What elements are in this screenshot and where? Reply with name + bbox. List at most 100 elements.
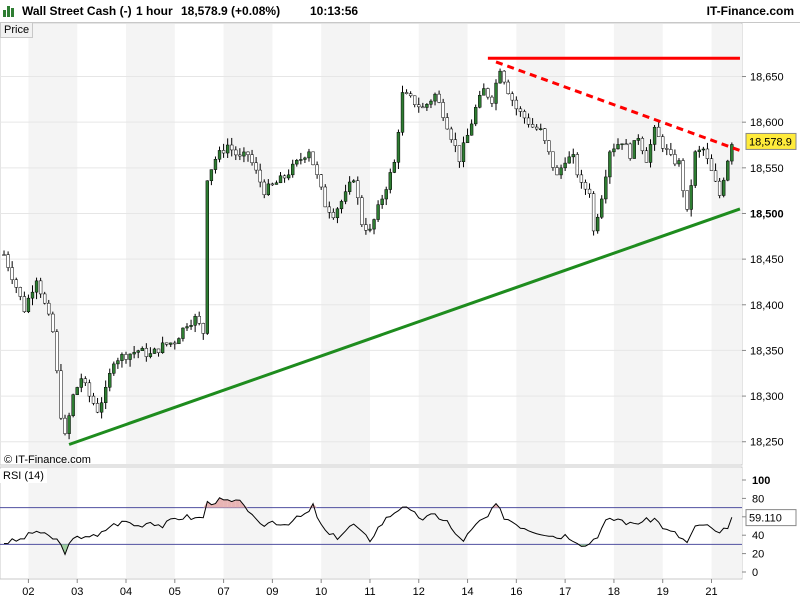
last-price-label: 18,578.9	[749, 136, 792, 148]
candle-body	[343, 191, 348, 202]
candle-body	[697, 149, 701, 153]
candle-body	[63, 417, 67, 434]
candle-body	[482, 88, 486, 96]
candle-body	[612, 148, 616, 153]
candle-body	[43, 293, 47, 304]
watermark: © IT-Finance.com	[4, 454, 91, 466]
candle-body	[266, 183, 270, 195]
candle-body	[693, 151, 697, 186]
candle-body	[433, 93, 437, 102]
candle-body	[104, 386, 108, 403]
rsi-overbought-fill	[231, 499, 236, 508]
chart-header: Wall Street Cash (-) 1 hour 18,578.9 (+0…	[0, 0, 800, 23]
candle-body	[425, 104, 429, 108]
rsi-panel-label: RSI (14)	[0, 469, 47, 483]
candle-body	[522, 111, 527, 119]
candle-body	[91, 395, 96, 404]
candle-body	[449, 128, 453, 140]
candle-body	[494, 82, 498, 104]
candle-body	[132, 352, 136, 355]
x-tick-label: 14	[461, 586, 473, 598]
candle-body	[555, 167, 559, 176]
candle-body	[299, 159, 303, 161]
candle-body	[604, 176, 608, 200]
rsi-tick-label: 100	[752, 475, 770, 487]
candle-body	[213, 158, 218, 170]
candle-body	[620, 143, 624, 146]
candle-body	[502, 70, 506, 83]
resistance-descending-line	[495, 60, 741, 152]
candle-body	[164, 342, 169, 345]
candle-body	[559, 167, 563, 176]
candle-body	[323, 186, 327, 208]
x-tick-label: 10	[315, 586, 327, 598]
candle-body	[543, 128, 547, 141]
brand-name[interactable]: IT-Finance.com	[706, 4, 794, 18]
candle-body	[189, 324, 193, 327]
day-shade	[711, 24, 742, 464]
candle-body	[669, 149, 673, 155]
candle-body	[640, 138, 645, 152]
candle-body	[490, 96, 494, 104]
candle-body	[717, 180, 722, 196]
candle-body	[201, 323, 205, 334]
rsi-overbought-fill	[235, 499, 240, 508]
rsi-overbought-fill	[227, 499, 232, 508]
day-shade	[613, 468, 663, 578]
candle-body	[286, 174, 291, 179]
candle-body	[156, 348, 161, 353]
candle-body	[595, 216, 600, 232]
candle-body	[705, 148, 710, 159]
x-tick-label: 03	[71, 586, 83, 598]
candle-body	[506, 81, 510, 95]
candle-body	[347, 181, 352, 192]
candle-body	[539, 128, 543, 130]
day-shade	[516, 468, 566, 578]
candle-body	[709, 158, 714, 171]
candle-body	[652, 126, 657, 145]
candle-body	[108, 373, 112, 388]
candle-body	[136, 350, 140, 353]
candle-body	[408, 93, 413, 97]
day-shade	[418, 24, 468, 464]
instrument-name: Wall Street Cash (-)	[22, 4, 132, 18]
x-tick-label: 04	[120, 586, 132, 598]
candle-body	[474, 107, 478, 125]
last-rsi-label: 59.110	[749, 513, 782, 525]
price-tick-label: 18,650	[750, 72, 784, 84]
candle-body	[221, 150, 226, 154]
bar-chart-logo-icon	[3, 6, 14, 17]
candle-body	[685, 190, 689, 210]
candle-body	[384, 189, 388, 200]
candle-body	[579, 174, 584, 183]
last-price-tag	[745, 132, 797, 150]
price-tick-label: 18,350	[750, 345, 784, 357]
candle-body	[181, 327, 185, 339]
candle-body	[18, 287, 22, 297]
candle-body	[99, 402, 104, 413]
candle-body	[152, 348, 157, 354]
candle-body	[14, 279, 18, 288]
candle-body	[112, 363, 116, 374]
day-shade	[126, 24, 175, 464]
x-tick-label: 02	[22, 586, 34, 598]
candle-body	[457, 145, 462, 162]
rsi-line	[4, 497, 733, 556]
candle-body	[673, 154, 677, 165]
candle-body	[10, 267, 14, 280]
candle-body	[514, 99, 519, 110]
day-shade	[321, 468, 370, 578]
candle-body	[648, 144, 653, 163]
candle-body	[295, 159, 299, 165]
candle-body	[661, 136, 665, 149]
timeframe-label[interactable]: 1 hour	[136, 4, 173, 18]
price-tick-label: 18,550	[750, 163, 784, 175]
candle-body	[128, 353, 132, 360]
candle-body	[730, 144, 734, 162]
candle-body	[644, 150, 649, 163]
candle-body	[30, 291, 35, 299]
candle-body	[608, 151, 612, 178]
candle-body	[26, 297, 31, 313]
support-ascending-line	[68, 207, 741, 446]
candle-body	[51, 313, 55, 332]
